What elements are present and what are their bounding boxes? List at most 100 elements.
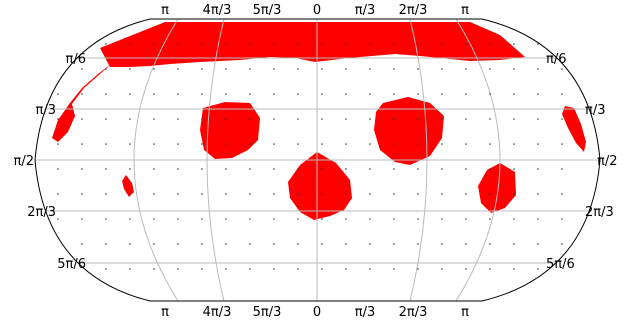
grid-dot bbox=[321, 43, 323, 45]
grid-dot bbox=[369, 168, 371, 170]
grid-dot bbox=[177, 68, 179, 70]
grid-dot bbox=[417, 43, 419, 45]
grid-dot bbox=[57, 218, 59, 220]
grid-dot bbox=[465, 43, 467, 45]
bottom-label-pi-left: π bbox=[161, 305, 169, 320]
grid-dot bbox=[321, 193, 323, 195]
grid-dot bbox=[345, 243, 347, 245]
top-label-4pi3: 4π/3 bbox=[203, 3, 232, 18]
grid-dot bbox=[201, 193, 203, 195]
grid-dot bbox=[369, 43, 371, 45]
grid-dot bbox=[489, 268, 491, 270]
grid-dot bbox=[393, 143, 395, 145]
grid-dot bbox=[129, 243, 131, 245]
left-sliver bbox=[52, 63, 112, 142]
grid-dot bbox=[537, 68, 539, 70]
grid-dot bbox=[345, 218, 347, 220]
grid-dot bbox=[201, 218, 203, 220]
right-label-2pi3: 2π/3 bbox=[585, 205, 614, 220]
grid-dot bbox=[225, 68, 227, 70]
grid-dot bbox=[153, 43, 155, 45]
grid-dot bbox=[273, 243, 275, 245]
grid-dot bbox=[105, 93, 107, 95]
grid-dot bbox=[249, 143, 251, 145]
grid-dot bbox=[513, 68, 515, 70]
grid-dot bbox=[57, 118, 59, 120]
grid-dot bbox=[177, 143, 179, 145]
grid-dot bbox=[489, 193, 491, 195]
grid-dot bbox=[489, 218, 491, 220]
grid-dot bbox=[441, 168, 443, 170]
grid-dot bbox=[177, 193, 179, 195]
grid-dot bbox=[153, 193, 155, 195]
grid-dot bbox=[249, 168, 251, 170]
grid-dot bbox=[441, 43, 443, 45]
grid-dot bbox=[417, 218, 419, 220]
grid-dot bbox=[177, 243, 179, 245]
grid-dot bbox=[273, 43, 275, 45]
grid-dot bbox=[153, 118, 155, 120]
grid-dot bbox=[297, 43, 299, 45]
grid-dot bbox=[57, 143, 59, 145]
grid-dot bbox=[441, 193, 443, 195]
grid-dot bbox=[369, 93, 371, 95]
grid-dot bbox=[465, 218, 467, 220]
grid-dot bbox=[417, 268, 419, 270]
grid-dot bbox=[249, 93, 251, 95]
grid-dot bbox=[177, 218, 179, 220]
grid-dot bbox=[417, 193, 419, 195]
right-label-5pi6: 5π/6 bbox=[546, 257, 575, 272]
grid-dot bbox=[513, 93, 515, 95]
grid-dot bbox=[105, 43, 107, 45]
grid-dot bbox=[129, 118, 131, 120]
grid-dot bbox=[441, 218, 443, 220]
grid-dot bbox=[105, 168, 107, 170]
grid-dot bbox=[345, 118, 347, 120]
grid-dot bbox=[225, 43, 227, 45]
grid-dot bbox=[369, 118, 371, 120]
grid-dot bbox=[225, 268, 227, 270]
top-label-pi3: π/3 bbox=[355, 3, 375, 18]
grid-dot bbox=[81, 218, 83, 220]
grid-dot bbox=[369, 218, 371, 220]
grid-dot bbox=[201, 143, 203, 145]
grid-dot bbox=[129, 93, 131, 95]
grid-dot bbox=[129, 268, 131, 270]
grid-dot bbox=[561, 168, 563, 170]
grid-dot bbox=[153, 143, 155, 145]
grid-dot bbox=[513, 193, 515, 195]
grid-dot bbox=[225, 193, 227, 195]
grid-dot bbox=[513, 243, 515, 245]
grid-dot bbox=[201, 243, 203, 245]
grid-dot bbox=[81, 93, 83, 95]
grid-dot bbox=[513, 268, 515, 270]
grid-dot bbox=[81, 168, 83, 170]
bottom-labels: π 4π/3 5π/3 0 π/3 2π/3 π bbox=[161, 305, 469, 320]
grid-dot bbox=[105, 243, 107, 245]
grid-dot bbox=[153, 243, 155, 245]
bottom-label-pi-right: π bbox=[461, 305, 469, 320]
grid-dot bbox=[297, 193, 299, 195]
grid-dot bbox=[489, 43, 491, 45]
grid-dot bbox=[393, 168, 395, 170]
grid-dot bbox=[297, 118, 299, 120]
grid-dot bbox=[105, 193, 107, 195]
grid-dot bbox=[321, 218, 323, 220]
grid-dot bbox=[537, 43, 539, 45]
grid-dot bbox=[465, 118, 467, 120]
grid-dot bbox=[129, 43, 131, 45]
grid-dot bbox=[465, 93, 467, 95]
right-label-pi3: π/3 bbox=[585, 103, 605, 118]
grid-dot bbox=[249, 193, 251, 195]
grid-dot bbox=[129, 218, 131, 220]
small-left-speck bbox=[122, 175, 134, 197]
grid-dot bbox=[393, 218, 395, 220]
grid-dot bbox=[297, 68, 299, 70]
grid-dot bbox=[105, 68, 107, 70]
grid-dot bbox=[105, 143, 107, 145]
grid-dot bbox=[321, 118, 323, 120]
map-outline bbox=[34, 18, 601, 302]
grid-dot bbox=[537, 168, 539, 170]
grid-dot bbox=[489, 243, 491, 245]
grid-dot bbox=[81, 68, 83, 70]
